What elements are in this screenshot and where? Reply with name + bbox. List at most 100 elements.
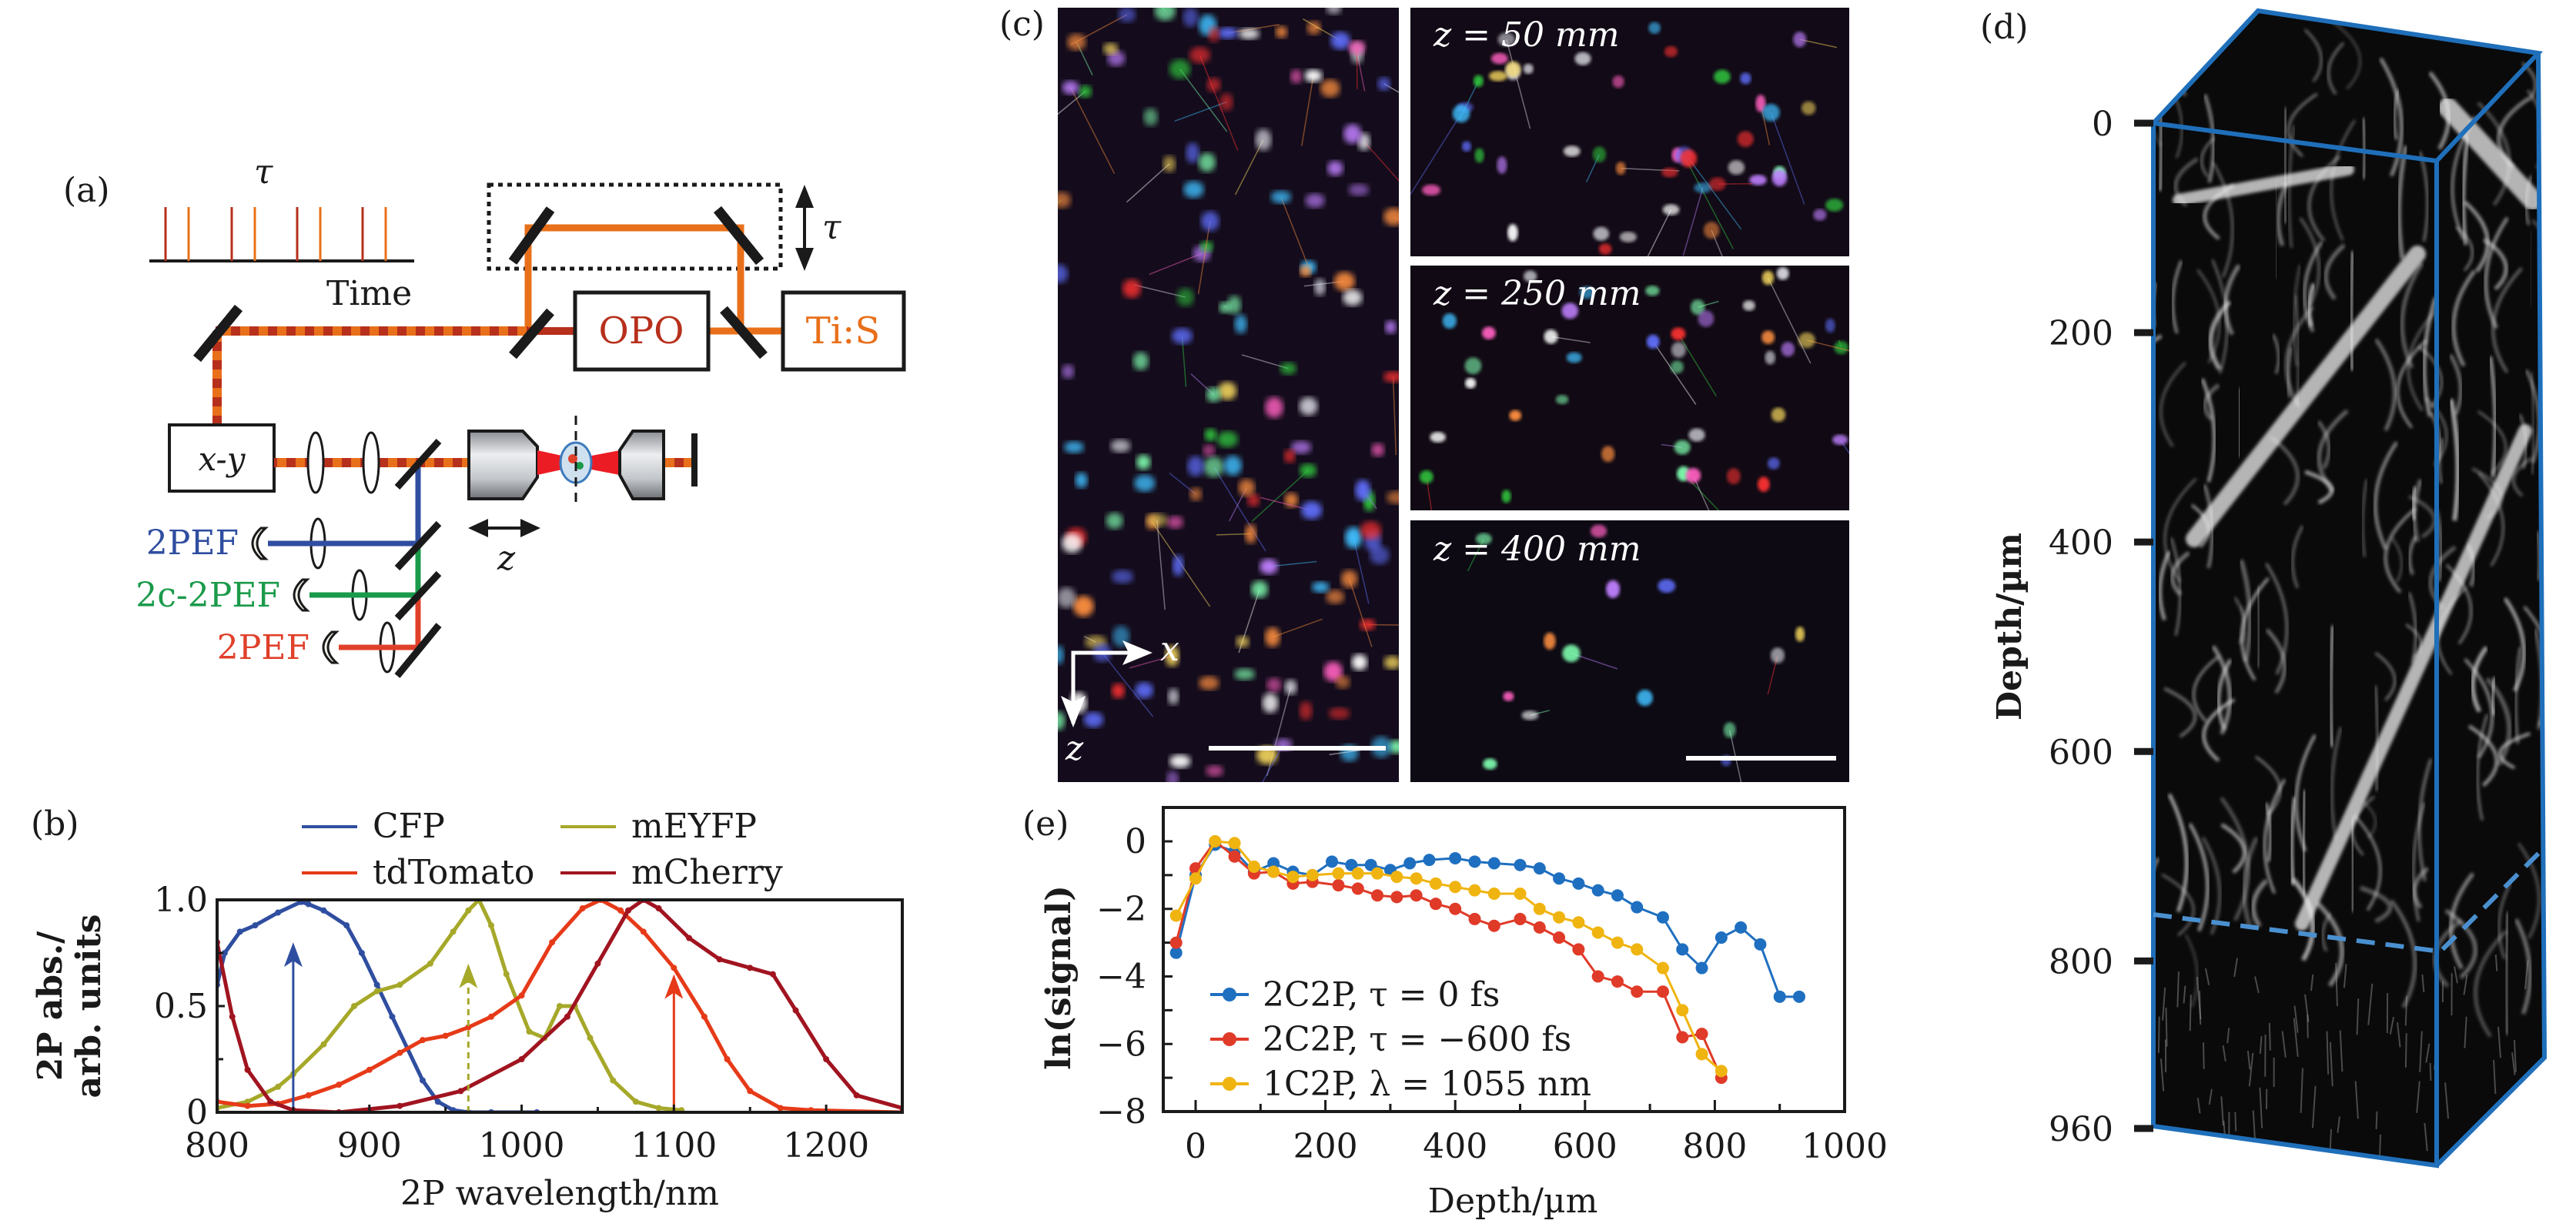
vessel	[2264, 802, 2273, 862]
vessel	[2170, 550, 2190, 597]
cell-body	[1590, 524, 1607, 538]
vessel	[2354, 1081, 2359, 1119]
cell-body	[1330, 32, 1350, 50]
cell-body	[1245, 524, 1256, 543]
vessel	[2254, 976, 2260, 994]
data-point	[1449, 851, 1462, 864]
vessel	[2374, 685, 2380, 791]
lens	[362, 431, 380, 494]
data-point	[320, 907, 327, 914]
cell-body	[1670, 360, 1684, 374]
panel-label-e: (e)	[1022, 804, 1069, 844]
data-point	[236, 928, 243, 935]
data-point	[457, 1088, 464, 1095]
cell-body	[1176, 288, 1194, 306]
data-point	[1364, 858, 1377, 871]
y-tick-label: −8	[1096, 1092, 1146, 1132]
cell-body	[1579, 286, 1594, 299]
ylabel-b-line1: 2P abs./	[31, 931, 70, 1081]
cell-body	[1384, 320, 1397, 334]
vessel	[2513, 1040, 2517, 1072]
vessel	[2287, 92, 2318, 158]
vessel	[2293, 265, 2301, 366]
data-point	[1553, 872, 1566, 885]
series-b	[217, 900, 902, 1112]
data-point	[1351, 882, 1364, 895]
data-point	[594, 960, 601, 967]
cell-body	[1714, 69, 1731, 84]
cell-body	[1464, 377, 1477, 389]
neurite	[1181, 336, 1187, 387]
data-point	[518, 1056, 525, 1062]
data-point	[1332, 867, 1345, 880]
vessel	[2463, 200, 2490, 273]
data-point	[434, 1098, 441, 1105]
delay-tau-label: τ	[822, 208, 841, 247]
cell-body	[1284, 493, 1298, 508]
cell-body	[1183, 8, 1199, 27]
cell-body	[1383, 208, 1399, 226]
cell-body	[1251, 580, 1268, 598]
data-point	[769, 971, 776, 978]
data-point	[853, 1092, 860, 1098]
vessel	[2488, 356, 2497, 478]
vessel	[2203, 1042, 2205, 1069]
vessel	[2284, 306, 2314, 408]
data-point	[1591, 926, 1604, 939]
micrograph-z50	[1410, 8, 1849, 256]
cell-body	[1473, 75, 1484, 87]
vessel	[2389, 1016, 2395, 1035]
excitation-arrows	[283, 942, 684, 1112]
neurite	[1174, 101, 1227, 122]
vessel	[2204, 968, 2210, 985]
cell-body	[1198, 152, 1216, 172]
vessel	[2196, 269, 2221, 363]
vessel	[2449, 353, 2463, 416]
vessel	[2307, 155, 2341, 242]
y-tick-label: −4	[1096, 958, 1146, 997]
cell-body	[1825, 318, 1835, 333]
cell-body	[1561, 303, 1579, 319]
legend-label: CFP	[373, 807, 445, 846]
vessel	[2494, 955, 2498, 971]
data-point	[1449, 902, 1462, 915]
cells-z400	[1467, 524, 1805, 782]
data-point	[1332, 879, 1345, 892]
cell-body	[1219, 302, 1231, 313]
cell-body	[1199, 241, 1213, 252]
data-point	[1676, 1031, 1689, 1044]
neurite	[1692, 475, 1710, 510]
cell-body	[1761, 330, 1775, 344]
vessel	[2291, 525, 2304, 589]
data-point	[305, 901, 312, 908]
x-tick-label: 1000	[1802, 1127, 1888, 1166]
cell-body	[1497, 156, 1507, 174]
cell-body	[1058, 192, 1071, 209]
neurite	[1262, 744, 1284, 782]
vessel	[2176, 971, 2180, 1008]
cell-body	[1674, 440, 1691, 455]
vessel	[2360, 799, 2377, 839]
cell-body	[1703, 222, 1720, 239]
vessel	[2163, 477, 2197, 583]
vessel	[2321, 912, 2332, 952]
vessel	[2497, 882, 2512, 959]
cell-body	[1442, 313, 1457, 329]
cell-body	[1505, 61, 1521, 78]
z-arrow-head-left	[468, 519, 488, 537]
xlabel-b: 2P wavelength/nm	[400, 1174, 719, 1213]
data-point	[1429, 877, 1442, 890]
data-point	[564, 1013, 570, 1020]
large-vessel	[2438, 98, 2543, 210]
data-point	[244, 1102, 251, 1109]
cell-body	[1062, 364, 1075, 379]
vessel	[2374, 652, 2397, 701]
vessel	[2208, 1088, 2213, 1105]
vessel	[2265, 563, 2289, 675]
cell-body	[1509, 410, 1522, 421]
cell-body	[1501, 490, 1511, 503]
data-point	[244, 1098, 251, 1105]
vessel	[2158, 550, 2171, 621]
vessel	[2259, 1036, 2263, 1054]
neurite	[1770, 112, 1805, 205]
